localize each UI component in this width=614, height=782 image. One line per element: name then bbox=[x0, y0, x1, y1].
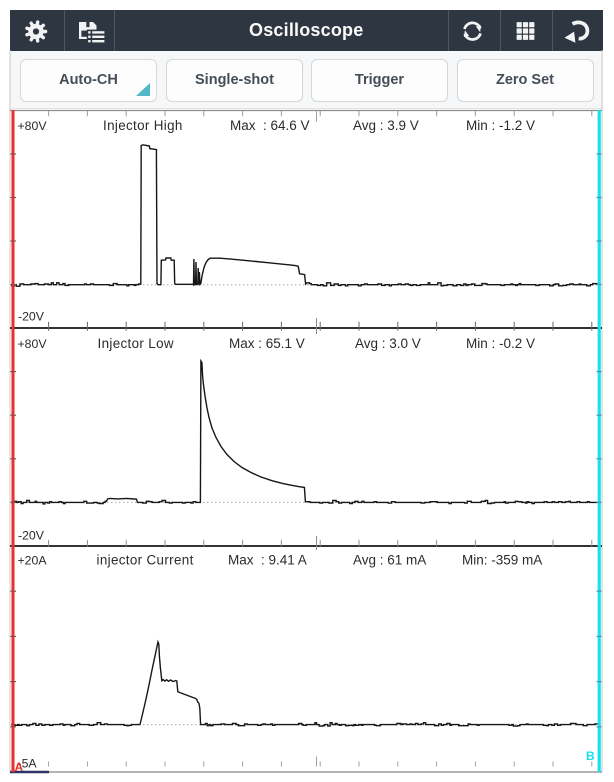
svg-text:Min: -359 mA: Min: -359 mA bbox=[462, 553, 542, 568]
svg-text:-20V: -20V bbox=[18, 310, 45, 324]
svg-text:Injector Low: Injector Low bbox=[98, 336, 174, 351]
svg-text:Avg : 61 mA: Avg : 61 mA bbox=[353, 553, 426, 568]
svg-text:-20V: -20V bbox=[18, 529, 45, 543]
svg-text:Min : -0.2 V: Min : -0.2 V bbox=[466, 336, 535, 351]
svg-text:Avg : 3.0 V: Avg : 3.0 V bbox=[355, 336, 421, 351]
svg-text:Max : 65.1 V: Max : 65.1 V bbox=[229, 336, 305, 351]
svg-text:+20A: +20A bbox=[18, 554, 48, 568]
svg-text:injector Current: injector Current bbox=[97, 553, 194, 568]
svg-text:Avg : 3.9 V: Avg : 3.9 V bbox=[353, 118, 419, 133]
svg-text:Min : -1.2 V: Min : -1.2 V bbox=[466, 118, 535, 133]
svg-text:Injector High: Injector High bbox=[103, 118, 183, 133]
svg-text:-5A: -5A bbox=[18, 757, 38, 771]
svg-text:Max : 64.6 V: Max : 64.6 V bbox=[230, 118, 310, 133]
svg-text:A: A bbox=[15, 760, 24, 774]
svg-text:+80V: +80V bbox=[18, 119, 48, 133]
svg-text:+80V: +80V bbox=[18, 337, 48, 351]
svg-text:Max : 9.41 A: Max : 9.41 A bbox=[228, 553, 307, 568]
svg-text:B: B bbox=[586, 749, 595, 763]
